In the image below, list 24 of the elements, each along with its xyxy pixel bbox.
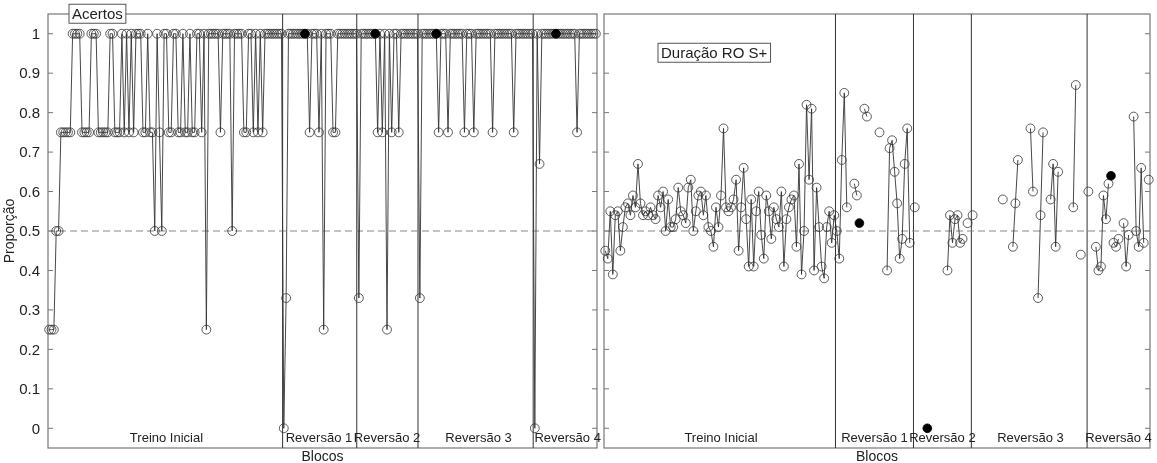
y-tick-label: 0.5 (19, 222, 40, 240)
x-axis-title: Blocos (301, 448, 344, 463)
y-tick-label: 0.3 (19, 301, 40, 319)
y-tick-label: 0.4 (19, 261, 40, 279)
y-tick-label: 0.7 (19, 143, 40, 161)
x-tick-label: Reversão 4 (534, 430, 601, 445)
y-tick-label: 0 (31, 419, 40, 437)
x-tick-label: Reversão 3 (445, 430, 512, 445)
x-tick-label: Treino Inicial (684, 430, 758, 445)
x-tick-label: Reversão 1 (285, 430, 353, 445)
x-tick-label: Treino Inicial (129, 430, 204, 445)
y-axis-title: Proporção (1, 198, 17, 264)
y-tick-label: 1 (31, 24, 40, 42)
text: Duração RO S+ (661, 44, 768, 62)
y-tick-label: 0.6 (19, 182, 40, 200)
y-tick-label: 0.1 (19, 380, 40, 398)
x-tick-label: Reversão 4 (1085, 430, 1152, 445)
x-tick-label: Reversão 3 (997, 430, 1064, 445)
y-tick-label: 0.9 (19, 64, 40, 82)
chart-title: Acertos (72, 5, 123, 23)
y-tick-label: 0.2 (19, 340, 40, 358)
x-tick-label: Reversão 1 (841, 430, 908, 445)
x-axis-title: Blocos (855, 448, 899, 463)
y-tick-label: 0.8 (19, 103, 40, 121)
